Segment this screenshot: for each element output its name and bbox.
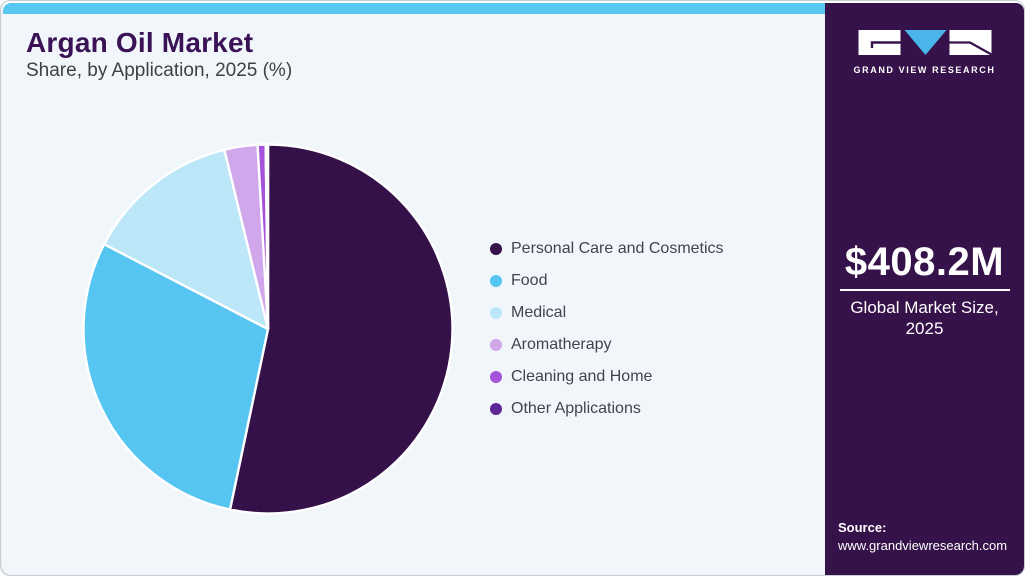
page-subtitle: Share, by Application, 2025 (%)	[26, 60, 293, 81]
legend-item: Other Applications	[490, 393, 724, 425]
legend-swatch-icon	[490, 275, 502, 287]
legend-label: Personal Care and Cosmetics	[511, 240, 724, 257]
market-size-label-line2: 2025	[905, 319, 944, 339]
source-block: Source: www.grandviewresearch.com	[838, 520, 1007, 553]
legend-item: Cleaning and Home	[490, 361, 724, 393]
market-size-label-line1: Global Market Size,	[850, 298, 999, 317]
legend-label: Other Applications	[511, 400, 641, 417]
legend-swatch-icon	[490, 403, 502, 415]
legend-item: Food	[490, 265, 724, 297]
legend-swatch-icon	[490, 307, 502, 319]
page-title: Argan Oil Market	[26, 27, 254, 58]
legend-label: Medical	[511, 304, 567, 321]
brand-panel: GRAND VIEW RESEARCH $408.2M Global Marke…	[825, 3, 1024, 575]
source-url: www.grandviewresearch.com	[838, 538, 1008, 553]
legend-swatch-icon	[490, 371, 502, 383]
legend-swatch-icon	[490, 243, 502, 255]
legend-swatch-icon	[490, 339, 502, 351]
legend-item: Personal Care and Cosmetics	[490, 233, 724, 265]
market-size-block: $408.2M Global Market Size, 2025	[825, 242, 1024, 340]
gvr-logo-mark	[858, 30, 992, 56]
legend-item: Medical	[490, 297, 724, 329]
source-label: Source:	[838, 520, 887, 535]
legend-item: Aromatherapy	[490, 329, 724, 361]
logo-v-triangle-icon	[904, 30, 946, 55]
chart-area: Argan Oil Market Share, by Application, …	[3, 14, 825, 575]
brand-name: GRAND VIEW RESEARCH	[853, 65, 996, 75]
top-accent-bar	[3, 3, 825, 14]
pie-slice-medical	[102, 148, 270, 331]
chart-legend: Personal Care and Cosmetics Food Medical Ar…	[490, 233, 724, 425]
legend-label: Food	[511, 272, 548, 289]
legend-label: Cleaning and Home	[511, 368, 653, 385]
pie-slice-personal-care-and-cosmetics	[228, 143, 454, 515]
market-size-value: $408.2M	[844, 240, 1005, 284]
pie-slice-food	[82, 243, 270, 511]
grand-view-research-logo: GRAND VIEW RESEARCH	[825, 29, 1024, 75]
metric-divider	[839, 289, 1010, 291]
pie-chart	[82, 143, 454, 515]
logo-g-stroke	[870, 41, 900, 48]
pie-slice-other-applications	[264, 143, 270, 331]
legend-label: Aromatherapy	[511, 336, 612, 353]
market-size-label: Global Market Size, 2025	[825, 297, 1024, 340]
logo-r-stroke	[949, 41, 992, 56]
